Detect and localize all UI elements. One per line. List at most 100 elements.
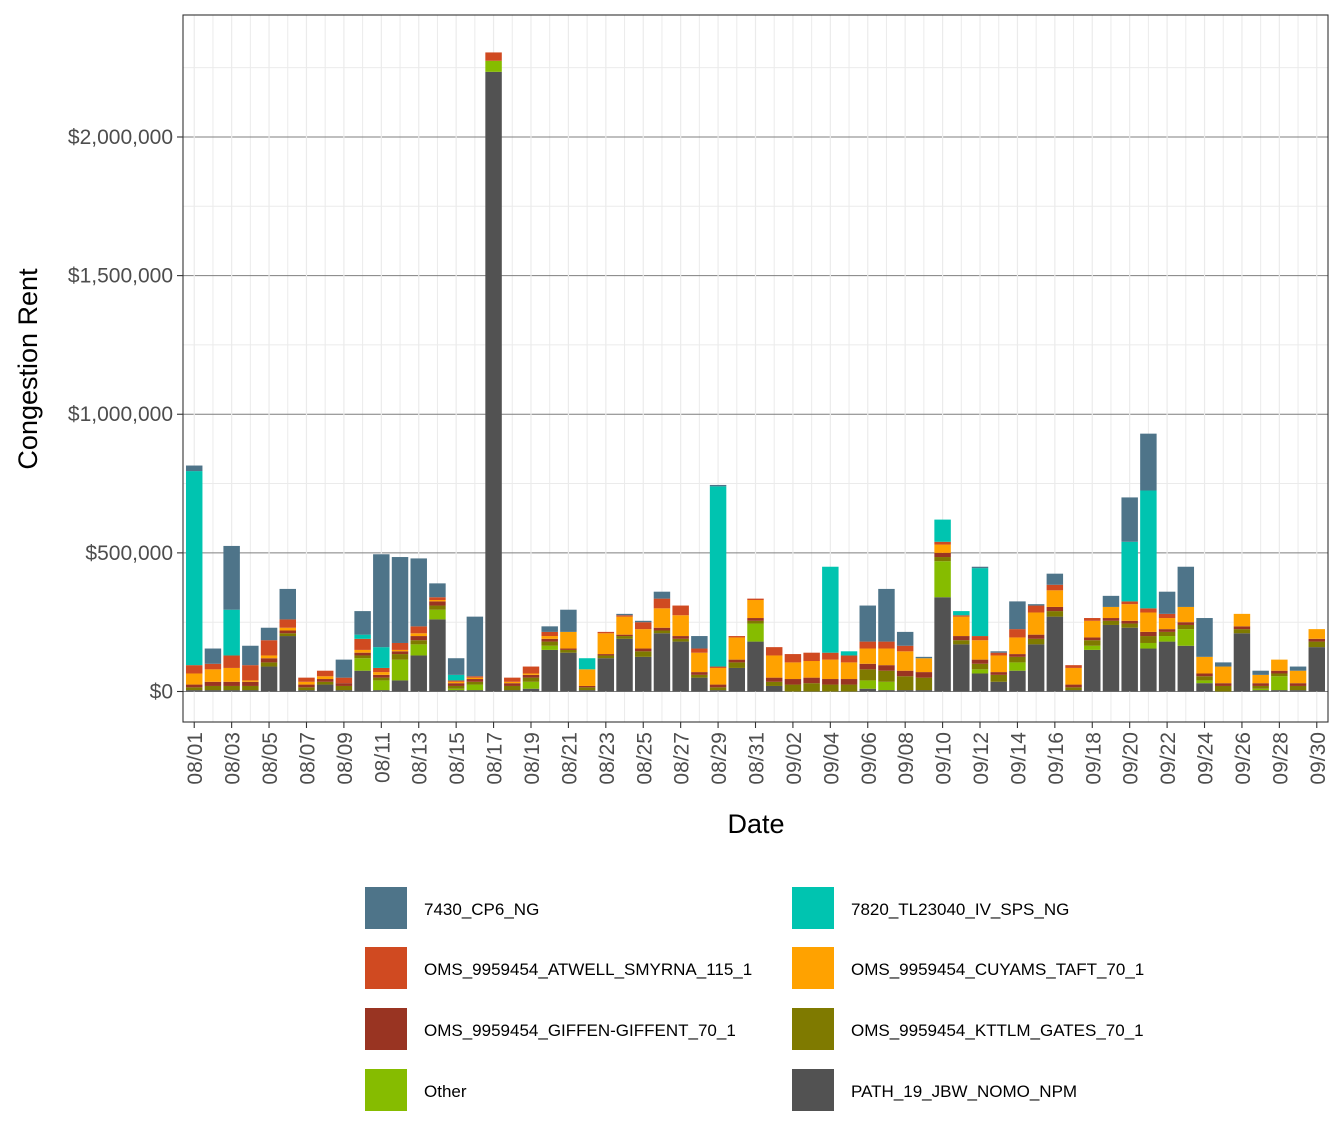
bar-segment xyxy=(1289,690,1307,692)
bar-segment xyxy=(1215,666,1232,684)
bar-segment xyxy=(934,597,951,692)
legend-swatch xyxy=(792,1008,834,1050)
bar-segment xyxy=(1009,637,1026,655)
bar-segment xyxy=(597,631,615,634)
bar-segment xyxy=(1233,629,1251,634)
bar-segment xyxy=(635,622,652,630)
bar-segment xyxy=(522,681,540,689)
bar-segment xyxy=(1084,645,1101,650)
bar-segment xyxy=(447,674,465,681)
bar-segment xyxy=(1215,683,1232,686)
x-tick-label: 09/10 xyxy=(933,732,956,785)
bar-segment xyxy=(915,690,933,692)
bar-segment xyxy=(653,630,671,634)
bar-segment xyxy=(541,649,558,692)
bar-segment xyxy=(242,681,259,686)
bar-segment xyxy=(672,615,689,637)
bar-segment xyxy=(859,669,876,681)
bar-stack-09-16 xyxy=(1046,573,1064,692)
bar-segment xyxy=(429,605,446,610)
x-tick-label: 08/25 xyxy=(633,732,656,785)
bar-stack-08-21 xyxy=(560,609,577,692)
bar-segment xyxy=(1289,685,1307,691)
bar-segment xyxy=(429,583,446,598)
bar-stack-08-04 xyxy=(242,645,259,692)
bar-segment xyxy=(204,648,222,664)
bar-segment xyxy=(242,680,259,682)
bar-segment xyxy=(971,663,989,670)
bar-segment xyxy=(597,658,615,692)
bar-segment xyxy=(971,566,989,569)
bar-segment xyxy=(541,636,558,639)
bar-segment xyxy=(709,667,727,685)
x-tick-label: 09/14 xyxy=(1007,732,1030,785)
bar-segment xyxy=(1140,608,1157,613)
bar-segment xyxy=(878,588,895,642)
bar-segment xyxy=(990,672,1007,675)
bar-segment xyxy=(822,679,839,685)
bar-segment xyxy=(672,641,689,692)
bar-segment xyxy=(410,633,427,637)
y-tick-label: $2,000,000 xyxy=(68,126,173,149)
bar-segment xyxy=(878,641,895,649)
bar-stack-09-07 xyxy=(878,588,895,692)
bar-segment xyxy=(990,674,1007,682)
bar-segment xyxy=(990,655,1007,673)
bar-stack-08-02 xyxy=(204,648,222,692)
bar-segment xyxy=(1084,620,1101,638)
bar-segment xyxy=(635,629,652,649)
bar-segment xyxy=(223,655,240,668)
bar-stack-09-26 xyxy=(1233,613,1251,692)
bar-segment xyxy=(1252,674,1269,684)
bar-segment xyxy=(541,631,558,637)
x-axis-title: Date xyxy=(727,809,784,839)
bar-segment xyxy=(1009,656,1026,663)
bar-segment xyxy=(223,685,240,691)
bar-segment xyxy=(373,672,390,675)
bar-segment xyxy=(747,620,764,624)
bar-stack-08-16 xyxy=(466,616,484,692)
bar-segment xyxy=(953,644,970,692)
bar-segment xyxy=(990,681,1007,692)
bar-stack-08-24 xyxy=(616,613,633,692)
y-tick-label: $500,000 xyxy=(85,542,173,565)
bar-segment xyxy=(1046,573,1064,585)
bar-stack-08-07 xyxy=(298,677,315,692)
bar-segment xyxy=(354,652,371,656)
bar-segment xyxy=(896,676,914,691)
bar-segment xyxy=(1271,676,1288,691)
bar-segment xyxy=(971,673,989,692)
bar-segment xyxy=(1308,641,1325,648)
bar-stack-09-12 xyxy=(971,566,989,692)
bar-segment xyxy=(522,666,540,674)
legend-label: 7430_CP6_NG xyxy=(424,900,539,919)
bar-segment xyxy=(1158,618,1176,630)
bar-stack-09-05 xyxy=(840,651,858,692)
bar-segment xyxy=(316,684,334,692)
bar-segment xyxy=(185,471,203,666)
bar-segment xyxy=(522,673,540,675)
bar-stack-09-11 xyxy=(953,611,970,692)
bar-segment xyxy=(410,655,427,692)
bar-segment xyxy=(1271,659,1288,671)
bar-segment xyxy=(279,636,296,692)
bar-segment xyxy=(1065,665,1082,668)
bar-segment xyxy=(410,636,427,641)
bar-segment xyxy=(410,644,427,656)
bar-segment xyxy=(953,636,970,641)
bar-segment xyxy=(784,662,802,680)
x-tick-label: 08/31 xyxy=(746,732,769,785)
bar-segment xyxy=(578,685,596,688)
bar-segment xyxy=(765,685,783,692)
bar-segment xyxy=(859,663,876,670)
bar-segment xyxy=(1084,637,1101,641)
bar-segment xyxy=(971,669,989,674)
bar-segment xyxy=(971,568,989,637)
bar-segment xyxy=(485,71,502,692)
bar-segment xyxy=(1121,497,1138,542)
bar-stack-09-15 xyxy=(1027,604,1045,692)
bar-segment xyxy=(784,684,802,692)
bar-segment xyxy=(541,645,558,650)
bar-stack-09-01 xyxy=(765,647,783,692)
bar-segment xyxy=(1177,629,1195,646)
